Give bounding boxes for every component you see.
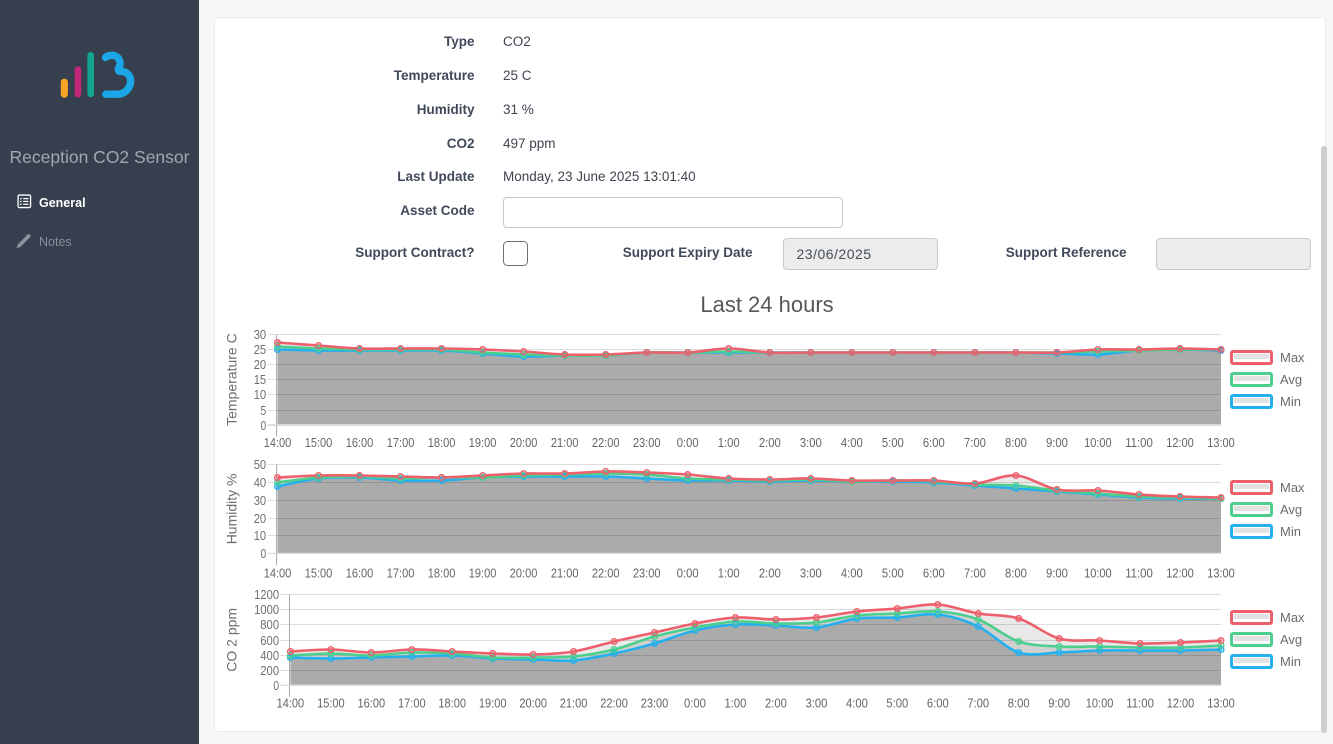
svg-text:Temperature C: Temperature C xyxy=(224,333,240,426)
svg-text:3:00: 3:00 xyxy=(805,696,827,711)
svg-text:15:00: 15:00 xyxy=(317,696,345,711)
svg-text:15:00: 15:00 xyxy=(305,566,333,581)
svg-text:16:00: 16:00 xyxy=(346,566,374,581)
svg-text:9:00: 9:00 xyxy=(1046,566,1068,581)
svg-text:Humidity %: Humidity % xyxy=(224,474,240,545)
svg-text:21:00: 21:00 xyxy=(551,566,579,581)
svg-text:0: 0 xyxy=(273,678,279,693)
svg-text:0:00: 0:00 xyxy=(677,566,699,581)
svg-text:20:00: 20:00 xyxy=(519,696,547,711)
svg-text:600: 600 xyxy=(260,633,279,648)
svg-text:10: 10 xyxy=(254,387,267,402)
svg-text:10:00: 10:00 xyxy=(1084,435,1112,450)
svg-text:0: 0 xyxy=(261,418,267,433)
svg-text:2:00: 2:00 xyxy=(759,435,781,450)
svg-text:11:00: 11:00 xyxy=(1125,435,1153,450)
svg-text:12:00: 12:00 xyxy=(1167,696,1195,711)
svg-text:11:00: 11:00 xyxy=(1125,566,1153,581)
svg-text:5: 5 xyxy=(261,403,267,418)
svg-text:17:00: 17:00 xyxy=(387,435,415,450)
svg-text:3:00: 3:00 xyxy=(800,435,822,450)
svg-text:40: 40 xyxy=(254,475,267,490)
svg-text:15: 15 xyxy=(254,372,267,387)
svg-text:7:00: 7:00 xyxy=(964,435,986,450)
svg-text:23:00: 23:00 xyxy=(633,435,661,450)
svg-text:14:00: 14:00 xyxy=(264,566,292,581)
svg-text:13:00: 13:00 xyxy=(1207,566,1235,581)
svg-text:200: 200 xyxy=(260,663,279,678)
svg-text:22:00: 22:00 xyxy=(592,435,620,450)
svg-text:7:00: 7:00 xyxy=(967,696,989,711)
svg-text:7:00: 7:00 xyxy=(964,566,986,581)
svg-text:10:00: 10:00 xyxy=(1086,696,1114,711)
svg-text:23:00: 23:00 xyxy=(633,566,661,581)
svg-text:21:00: 21:00 xyxy=(560,696,588,711)
svg-text:22:00: 22:00 xyxy=(600,696,628,711)
svg-text:5:00: 5:00 xyxy=(886,696,908,711)
svg-text:0:00: 0:00 xyxy=(684,696,706,711)
svg-text:12:00: 12:00 xyxy=(1166,435,1194,450)
svg-text:400: 400 xyxy=(260,648,279,663)
svg-text:16:00: 16:00 xyxy=(358,696,386,711)
svg-text:10:00: 10:00 xyxy=(1084,566,1112,581)
svg-text:23:00: 23:00 xyxy=(641,696,669,711)
svg-text:11:00: 11:00 xyxy=(1126,696,1154,711)
svg-text:10: 10 xyxy=(254,528,267,543)
svg-text:20: 20 xyxy=(254,511,267,526)
svg-text:18:00: 18:00 xyxy=(438,696,466,711)
svg-text:1000: 1000 xyxy=(254,602,279,617)
svg-text:2:00: 2:00 xyxy=(765,696,787,711)
svg-text:18:00: 18:00 xyxy=(428,566,456,581)
svg-text:13:00: 13:00 xyxy=(1207,435,1235,450)
svg-text:0: 0 xyxy=(261,546,267,561)
svg-text:13:00: 13:00 xyxy=(1207,696,1235,711)
svg-text:1:00: 1:00 xyxy=(725,696,747,711)
svg-text:4:00: 4:00 xyxy=(841,435,863,450)
svg-text:20:00: 20:00 xyxy=(510,435,538,450)
svg-text:4:00: 4:00 xyxy=(841,566,863,581)
svg-text:800: 800 xyxy=(260,617,279,632)
svg-text:1200: 1200 xyxy=(254,587,279,602)
svg-text:20:00: 20:00 xyxy=(510,566,538,581)
svg-text:6:00: 6:00 xyxy=(927,696,949,711)
svg-text:30: 30 xyxy=(254,327,267,342)
svg-text:9:00: 9:00 xyxy=(1046,435,1068,450)
svg-text:50: 50 xyxy=(254,457,267,472)
svg-text:8:00: 8:00 xyxy=(1008,696,1030,711)
svg-text:16:00: 16:00 xyxy=(346,435,374,450)
svg-text:9:00: 9:00 xyxy=(1048,696,1070,711)
svg-text:5:00: 5:00 xyxy=(882,566,904,581)
svg-text:4:00: 4:00 xyxy=(846,696,868,711)
svg-text:17:00: 17:00 xyxy=(387,566,415,581)
svg-text:3:00: 3:00 xyxy=(800,566,822,581)
svg-text:22:00: 22:00 xyxy=(592,566,620,581)
svg-text:1:00: 1:00 xyxy=(718,566,740,581)
svg-text:CO 2 ppm: CO 2 ppm xyxy=(224,608,240,672)
svg-text:19:00: 19:00 xyxy=(479,696,507,711)
svg-text:8:00: 8:00 xyxy=(1005,566,1027,581)
svg-text:14:00: 14:00 xyxy=(277,696,305,711)
svg-text:18:00: 18:00 xyxy=(428,435,456,450)
svg-text:20: 20 xyxy=(254,357,267,372)
svg-text:8:00: 8:00 xyxy=(1005,435,1027,450)
svg-text:6:00: 6:00 xyxy=(923,566,945,581)
svg-text:25: 25 xyxy=(254,342,267,357)
svg-text:30: 30 xyxy=(254,493,267,508)
svg-text:19:00: 19:00 xyxy=(469,566,497,581)
svg-text:0:00: 0:00 xyxy=(677,435,699,450)
svg-text:2:00: 2:00 xyxy=(759,566,781,581)
svg-text:6:00: 6:00 xyxy=(923,435,945,450)
svg-text:17:00: 17:00 xyxy=(398,696,426,711)
svg-text:5:00: 5:00 xyxy=(882,435,904,450)
svg-text:14:00: 14:00 xyxy=(264,435,292,450)
svg-text:1:00: 1:00 xyxy=(718,435,740,450)
svg-text:15:00: 15:00 xyxy=(305,435,333,450)
svg-text:12:00: 12:00 xyxy=(1166,566,1194,581)
svg-text:21:00: 21:00 xyxy=(551,435,579,450)
svg-text:19:00: 19:00 xyxy=(469,435,497,450)
